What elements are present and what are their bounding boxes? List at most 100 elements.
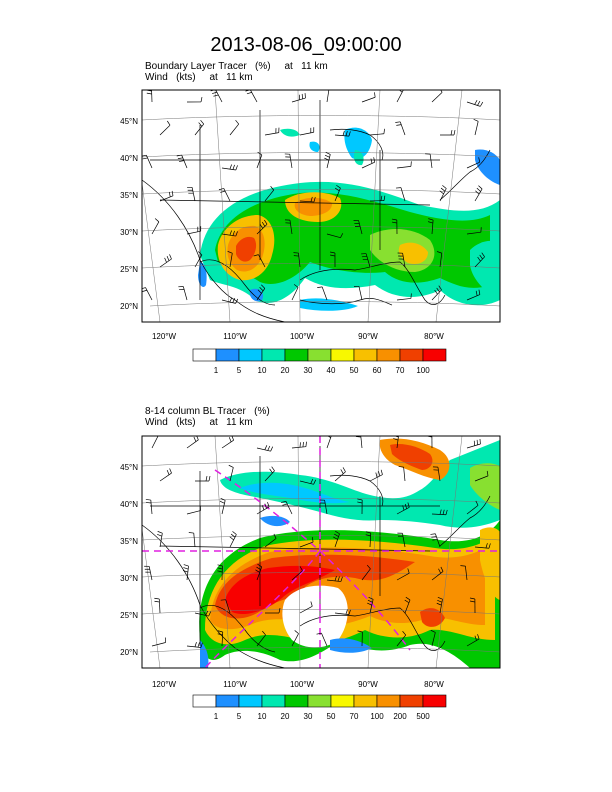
colorbar-label: 10 <box>258 366 267 375</box>
wind-barb <box>365 531 372 548</box>
colorbar-swatch <box>192 694 217 708</box>
bottom-graticule <box>142 436 500 668</box>
wind-barb <box>369 195 386 202</box>
colorbar-label: 20 <box>281 712 290 721</box>
colorbar-label: 100 <box>370 712 384 721</box>
bottom-lon-label-110w: 110°W <box>223 680 247 689</box>
bottom-map-frame <box>141 435 501 669</box>
wind-barb <box>460 565 468 581</box>
colorbar-swatch <box>238 694 263 708</box>
wind-barb <box>218 188 231 202</box>
colorbar-swatch <box>330 348 355 362</box>
bottom-lat-labels: 45°N 40°N 35°N 30°N 25°N 20°N <box>120 463 138 657</box>
wind-barb <box>256 151 263 169</box>
wind-barb <box>396 161 412 169</box>
wind-barb <box>228 464 234 482</box>
wind-barb <box>186 642 203 648</box>
wind-barb <box>436 597 443 614</box>
wind-barb <box>369 128 385 136</box>
colorbar-swatch <box>261 694 286 708</box>
wind-barb <box>291 93 306 103</box>
wind-barb <box>291 441 307 449</box>
wind-barb <box>194 610 212 617</box>
wind-barb <box>188 532 196 548</box>
colorbar-swatch <box>192 348 217 362</box>
top-lat-label-45: 45°N <box>120 117 138 126</box>
colorbar-label: 40 <box>327 366 336 375</box>
colorbar-swatch <box>330 694 355 708</box>
top-wind-barbs <box>142 90 485 304</box>
top-title-line1: Boundary Layer Tracer (%) at 11 km <box>145 61 328 72</box>
bottom-wind-barbs <box>144 436 491 648</box>
colorbar-label: 1 <box>214 366 219 375</box>
top-panel-title: Boundary Layer Tracer (%) at 11 km Wind … <box>145 61 328 83</box>
top-map: 45°N 40°N 35°N 30°N 25°N 20°N 120°W 110°… <box>120 89 501 375</box>
colorbar-swatch <box>399 694 424 708</box>
colorbar-label: 5 <box>237 366 242 375</box>
bottom-lon-label-80w: 80°W <box>424 680 444 689</box>
colorbar-swatch <box>376 694 401 708</box>
colorbar-swatch <box>353 694 378 708</box>
wind-barb <box>221 297 239 304</box>
wind-barb <box>317 286 328 301</box>
wind-barb <box>474 252 485 268</box>
top-map-frame <box>141 89 501 323</box>
wind-barb <box>427 218 434 235</box>
wind-barb <box>293 252 301 268</box>
colorbar-swatch <box>284 694 309 708</box>
bottom-reference-lines <box>142 436 500 668</box>
top-lon-label-110w: 110°W <box>223 332 247 341</box>
colorbar-label: 70 <box>396 366 405 375</box>
wind-barb <box>142 287 153 301</box>
wind-barb <box>151 218 160 235</box>
wind-barb <box>398 466 406 482</box>
wind-barb <box>186 226 202 235</box>
bottom-lon-labels: 120°W 110°W 100°W 90°W 80°W <box>152 680 444 689</box>
wind-barb <box>221 164 238 171</box>
wind-barb <box>326 233 344 239</box>
top-lat-label-25: 25°N <box>120 265 138 274</box>
wind-barb <box>474 543 491 549</box>
colorbar-label: 20 <box>281 366 290 375</box>
top-colorbar: 1 5 10 20 30 40 50 60 70 100 <box>192 348 447 375</box>
bottom-lat-label-35: 35°N <box>120 537 138 546</box>
wind-barb <box>299 196 316 203</box>
wind-barb <box>194 119 205 136</box>
wind-barb <box>391 218 398 235</box>
wind-barb <box>264 466 275 482</box>
wind-barb <box>217 564 223 581</box>
top-lat-label-20: 20°N <box>120 302 138 311</box>
colorbar-swatch <box>422 694 447 708</box>
wind-barb <box>396 568 410 581</box>
wind-barb <box>159 120 171 136</box>
colorbar-swatch <box>215 348 240 362</box>
colorbar-swatch <box>422 348 447 362</box>
wind-barb <box>466 438 481 449</box>
top-coastlines <box>142 100 491 322</box>
wind-barb <box>159 190 174 202</box>
wind-barb <box>176 154 188 169</box>
wind-barb <box>299 537 314 548</box>
wind-barb <box>255 563 263 581</box>
colorbar-swatch <box>307 348 332 362</box>
wind-barb <box>474 185 483 202</box>
wind-barb <box>264 608 281 614</box>
wind-barb <box>157 531 163 548</box>
wind-barb <box>291 566 303 581</box>
bottom-lat-label-20: 20°N <box>120 648 138 657</box>
top-lat-label-35: 35°N <box>120 191 138 200</box>
wind-barb <box>357 630 363 647</box>
wind-barb <box>319 499 328 515</box>
wind-barb <box>227 251 233 268</box>
colorbar-label: 30 <box>304 366 313 375</box>
wind-barb <box>256 630 266 647</box>
colorbar-label: 1 <box>214 712 219 721</box>
wind-barb <box>291 630 299 647</box>
wind-barb <box>186 96 203 103</box>
colorbar-swatch <box>261 348 286 362</box>
wind-barb <box>395 121 406 136</box>
wind-barb <box>264 186 275 202</box>
bottom-lat-label-40: 40°N <box>120 500 138 509</box>
wind-barb <box>187 186 196 202</box>
